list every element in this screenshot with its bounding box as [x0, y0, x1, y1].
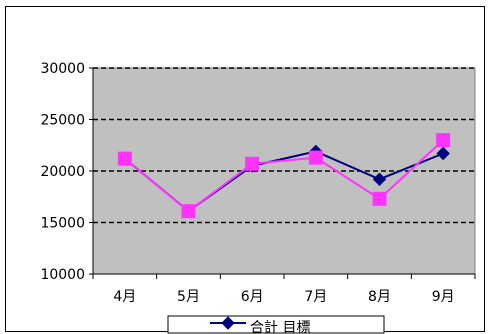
data-point: [117, 151, 132, 166]
data-point: [372, 172, 387, 186]
legend: 合計 目標: [167, 315, 385, 334]
y-tick-label: 15000: [40, 216, 85, 232]
legend-entry-2: 目標: [278, 320, 310, 334]
legend-box: [167, 315, 385, 334]
x-tick-label: 5月: [177, 289, 200, 305]
x-tick-label: 6月: [241, 289, 264, 305]
axes: [89, 67, 476, 279]
legend-label: 合計 目標: [250, 320, 310, 334]
data-point: [308, 150, 323, 165]
data-point: [436, 146, 450, 161]
legend-marker-1: [221, 316, 235, 330]
plot-area: [92, 67, 476, 275]
y-tick-label: 25000: [40, 113, 85, 129]
data-point: [436, 133, 451, 148]
legend-entry-1: 合計: [250, 320, 278, 334]
x-tick-label: 7月: [304, 289, 327, 305]
y-axis-tick-labels: 10000 15000 20000 25000 30000: [40, 61, 85, 283]
y-tick-label: 10000: [40, 267, 85, 283]
x-axis-tick-labels: 4月 5月 6月 7月 8月 9月: [113, 289, 454, 305]
x-tick-label: 8月: [368, 289, 391, 305]
series-line-2: [124, 139, 444, 213]
data-point: [372, 191, 387, 206]
y-tick-label: 30000: [40, 61, 85, 77]
data-point: [181, 204, 196, 219]
series-layer: [117, 133, 451, 219]
y-tick-label: 20000: [40, 164, 85, 180]
x-tick-label: 4月: [113, 289, 136, 305]
data-point: [245, 156, 260, 171]
series-2: [117, 133, 451, 219]
x-tick-label: 9月: [432, 289, 455, 305]
